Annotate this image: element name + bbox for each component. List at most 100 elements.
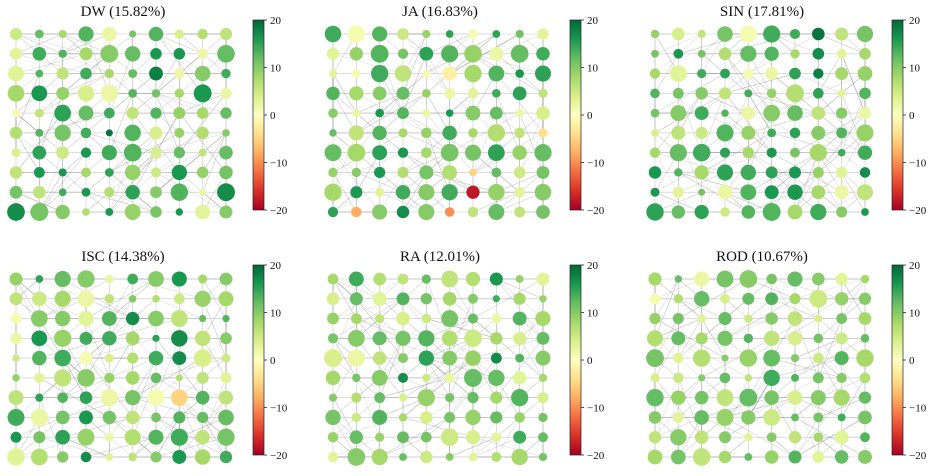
network-node — [488, 369, 505, 387]
network-node — [858, 106, 872, 120]
network-node — [195, 430, 210, 445]
network-nodes — [7, 26, 235, 221]
network-node — [810, 203, 827, 221]
network-node — [32, 145, 47, 160]
network-node — [717, 184, 733, 200]
network-node — [834, 450, 849, 464]
network-node — [370, 64, 389, 83]
network-node — [811, 106, 826, 120]
network-edge — [724, 53, 772, 114]
network-edge — [654, 377, 702, 438]
network-node — [54, 124, 71, 142]
network-node — [81, 167, 91, 178]
network-edge — [748, 93, 819, 114]
network-node — [813, 333, 824, 344]
network-node — [673, 352, 684, 364]
network-node — [648, 166, 662, 179]
network-node — [790, 147, 800, 158]
network-edge — [748, 112, 796, 134]
network-node — [649, 312, 661, 325]
network-node — [811, 125, 826, 140]
network-edge — [678, 417, 702, 458]
network-node — [7, 203, 25, 221]
network-edge — [356, 377, 380, 438]
network-edge — [379, 338, 450, 359]
network-edge — [519, 113, 544, 173]
network-edges — [332, 278, 544, 458]
network-node — [721, 109, 729, 117]
network-node — [219, 27, 233, 41]
network-edge — [794, 172, 819, 213]
network-node — [54, 349, 71, 367]
network-node — [767, 128, 777, 138]
network-edge — [202, 298, 227, 359]
colorbar-tick-label: −20 — [587, 205, 605, 217]
network-edge — [426, 73, 497, 134]
network-edge — [449, 298, 474, 359]
network-edge — [15, 132, 40, 173]
network-node — [58, 49, 67, 58]
network-edge — [179, 93, 227, 153]
network-node — [54, 290, 71, 307]
network-node — [351, 392, 362, 403]
network-edge — [701, 93, 749, 114]
network-node — [812, 451, 825, 463]
colorbar-tick-label: 20 — [909, 260, 921, 272]
network-edge — [724, 298, 749, 319]
network-edge — [654, 93, 726, 134]
network-edge — [132, 357, 157, 398]
network-edge — [426, 112, 474, 173]
network-node — [670, 429, 687, 446]
network-edge — [678, 298, 702, 319]
network-node — [105, 453, 114, 461]
network-edge — [449, 436, 497, 458]
network-node — [221, 68, 231, 79]
network-edge — [771, 132, 842, 153]
network-node — [194, 449, 211, 465]
network-edge — [748, 377, 819, 418]
network-edge — [402, 357, 474, 418]
network-node — [491, 167, 502, 178]
network-node — [763, 349, 781, 367]
network-edge — [155, 132, 227, 193]
network-edge — [109, 93, 133, 153]
network-node — [54, 329, 72, 347]
network-edge — [519, 132, 544, 173]
network-node — [9, 185, 23, 199]
network-node — [397, 166, 409, 179]
network-node — [441, 310, 459, 328]
network-edge — [39, 73, 63, 133]
network-node — [539, 295, 547, 303]
network-node — [811, 185, 826, 200]
network-edge — [818, 33, 866, 55]
network-node — [764, 46, 779, 61]
network-node — [510, 44, 529, 63]
network-node — [352, 108, 361, 118]
network-edge — [202, 132, 227, 193]
network-node — [348, 125, 364, 141]
network-node — [515, 275, 524, 283]
colorbar: 20 10 0 −10 −20 — [252, 260, 288, 462]
network-node — [396, 292, 410, 306]
colorbar-tick-label: 0 — [270, 355, 276, 367]
panel-title: JA (16.83%) — [402, 4, 478, 20]
network-node — [329, 129, 337, 137]
network-node — [465, 409, 481, 426]
network-node — [349, 430, 364, 444]
network-node — [538, 412, 548, 423]
network-node — [857, 145, 873, 160]
network-node — [740, 184, 757, 201]
network-node — [328, 108, 338, 118]
network-node — [536, 106, 550, 120]
network-node — [375, 108, 384, 118]
network-edge — [39, 152, 87, 213]
network-node — [12, 374, 20, 382]
network-edge — [794, 397, 819, 458]
network-node — [397, 28, 409, 40]
network-edge — [794, 278, 866, 300]
network-node — [697, 68, 707, 79]
network-node — [490, 352, 502, 364]
network-node — [7, 85, 25, 102]
network-node — [464, 368, 482, 387]
